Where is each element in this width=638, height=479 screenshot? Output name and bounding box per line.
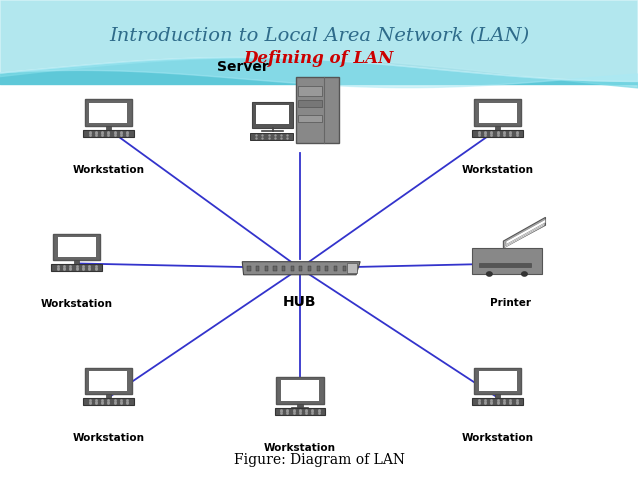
Text: Workstation: Workstation [462,433,533,444]
Polygon shape [505,221,545,246]
FancyBboxPatch shape [472,399,523,405]
FancyBboxPatch shape [297,404,302,407]
FancyBboxPatch shape [106,126,111,129]
FancyBboxPatch shape [252,102,293,127]
FancyBboxPatch shape [53,234,100,260]
FancyBboxPatch shape [308,266,311,271]
FancyBboxPatch shape [478,262,531,267]
FancyBboxPatch shape [83,399,134,405]
FancyBboxPatch shape [256,104,289,124]
FancyBboxPatch shape [274,408,325,414]
FancyBboxPatch shape [472,130,523,137]
FancyBboxPatch shape [334,266,337,271]
FancyBboxPatch shape [299,266,302,271]
Text: Defining of LAN: Defining of LAN [244,50,394,67]
FancyBboxPatch shape [85,100,132,126]
FancyBboxPatch shape [347,263,357,274]
FancyBboxPatch shape [276,377,323,404]
FancyBboxPatch shape [250,133,293,140]
FancyBboxPatch shape [51,264,102,271]
Text: Figure: Diagram of LAN: Figure: Diagram of LAN [234,453,404,467]
FancyBboxPatch shape [495,394,500,398]
FancyBboxPatch shape [325,266,329,271]
FancyBboxPatch shape [295,78,339,143]
Polygon shape [503,217,545,248]
FancyBboxPatch shape [489,129,506,132]
FancyBboxPatch shape [100,398,117,400]
FancyBboxPatch shape [298,86,322,96]
FancyBboxPatch shape [265,266,268,271]
Polygon shape [505,223,544,248]
Text: Workstation: Workstation [462,165,533,175]
FancyBboxPatch shape [282,266,285,271]
FancyBboxPatch shape [281,380,319,400]
FancyBboxPatch shape [292,407,308,410]
FancyBboxPatch shape [68,263,85,266]
FancyBboxPatch shape [273,266,276,271]
FancyBboxPatch shape [57,237,96,257]
FancyBboxPatch shape [83,130,134,137]
Text: HUB: HUB [283,295,316,308]
Text: Workstation: Workstation [73,433,144,444]
Polygon shape [242,262,360,275]
Text: Workstation: Workstation [41,299,112,309]
Text: Workstation: Workstation [264,443,336,453]
FancyBboxPatch shape [495,126,500,129]
Text: Introduction to Local Area Network (LAN): Introduction to Local Area Network (LAN) [109,27,529,45]
Text: Printer: Printer [490,298,531,308]
FancyBboxPatch shape [474,100,521,126]
FancyBboxPatch shape [106,394,111,398]
FancyBboxPatch shape [343,266,346,271]
FancyBboxPatch shape [472,248,542,274]
FancyBboxPatch shape [89,371,128,391]
FancyBboxPatch shape [89,103,128,123]
FancyBboxPatch shape [100,129,117,132]
FancyBboxPatch shape [489,398,506,400]
FancyBboxPatch shape [248,266,251,271]
FancyBboxPatch shape [291,266,294,271]
FancyBboxPatch shape [298,115,322,122]
FancyBboxPatch shape [298,100,322,107]
FancyBboxPatch shape [474,368,521,394]
FancyBboxPatch shape [85,368,132,394]
Text: Workstation: Workstation [73,165,144,175]
Circle shape [487,272,492,276]
FancyBboxPatch shape [256,266,259,271]
FancyBboxPatch shape [74,260,79,263]
Text: Server: Server [216,60,269,74]
FancyBboxPatch shape [478,103,517,123]
FancyBboxPatch shape [478,371,517,391]
Polygon shape [506,219,545,244]
FancyBboxPatch shape [316,266,320,271]
Circle shape [522,272,527,276]
